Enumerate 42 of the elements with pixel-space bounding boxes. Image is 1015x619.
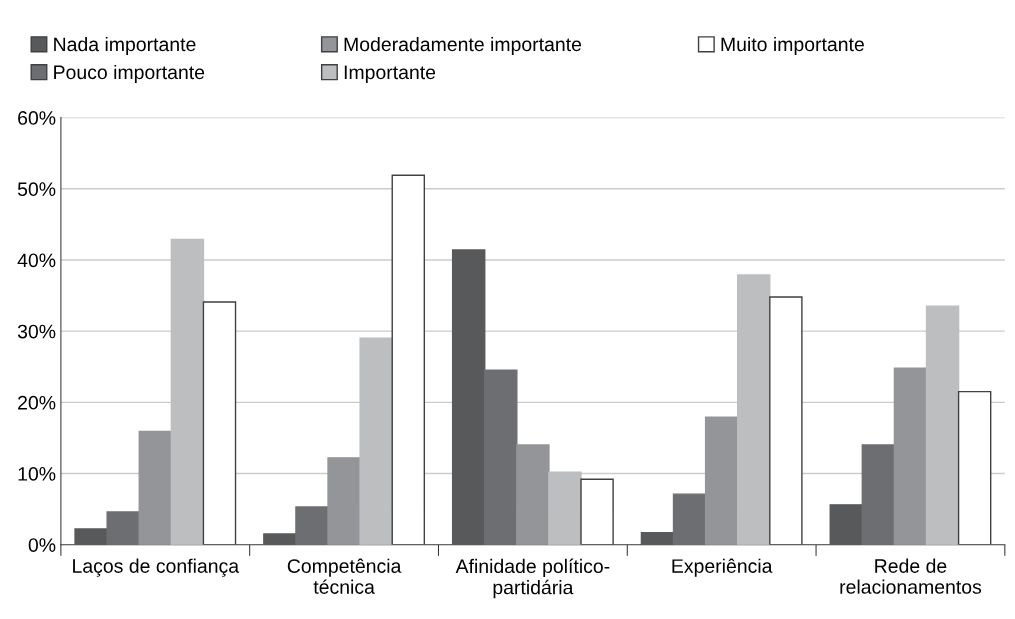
- x-tick-label: Competência técnica: [287, 558, 402, 594]
- y-tick-label: 0%: [28, 538, 56, 552]
- bar: [672, 493, 707, 545]
- bar: [391, 174, 426, 545]
- bar: [548, 471, 582, 545]
- y-tick-label: 20%: [18, 395, 56, 410]
- y-tick-label: 60%: [18, 111, 56, 125]
- bar: [327, 457, 361, 545]
- bar: [295, 506, 329, 545]
- bar: [829, 504, 864, 545]
- x-tick-label: Laços de confiança: [73, 558, 240, 577]
- bar: [640, 531, 675, 545]
- x-tick-label: Experiência: [672, 558, 773, 577]
- x-tick-label: Afinidade político- partidária: [455, 558, 610, 599]
- y-tick-label: 10%: [18, 467, 56, 481]
- legend-label: Importante: [344, 65, 436, 84]
- bar: [704, 416, 739, 545]
- bar: [580, 478, 614, 545]
- bar: [737, 274, 771, 545]
- bar: [451, 249, 486, 545]
- bar: [263, 533, 297, 545]
- y-tick-label: 50%: [17, 182, 56, 197]
- bar: [925, 305, 960, 545]
- legend-label: Nada importante: [54, 36, 196, 56]
- y-tick-label: 30%: [17, 324, 56, 339]
- x-tick-label: Rede de relacionamentos: [840, 558, 982, 594]
- bar: [861, 444, 896, 545]
- bar: [893, 367, 928, 545]
- legend-label: Pouco importante: [54, 64, 205, 84]
- bar: [359, 337, 393, 545]
- bar: [170, 238, 205, 545]
- legend-label: Muito importante: [721, 36, 864, 56]
- bar: [769, 296, 803, 545]
- bar: [74, 528, 108, 545]
- bar: [138, 430, 173, 545]
- bar: [484, 369, 518, 545]
- legend-label: Moderadamente importante: [344, 36, 582, 56]
- bar: [106, 511, 140, 545]
- bar: [202, 301, 237, 545]
- y-tick-label: 40%: [17, 253, 56, 268]
- bar: [516, 444, 550, 545]
- bar: [957, 390, 992, 545]
